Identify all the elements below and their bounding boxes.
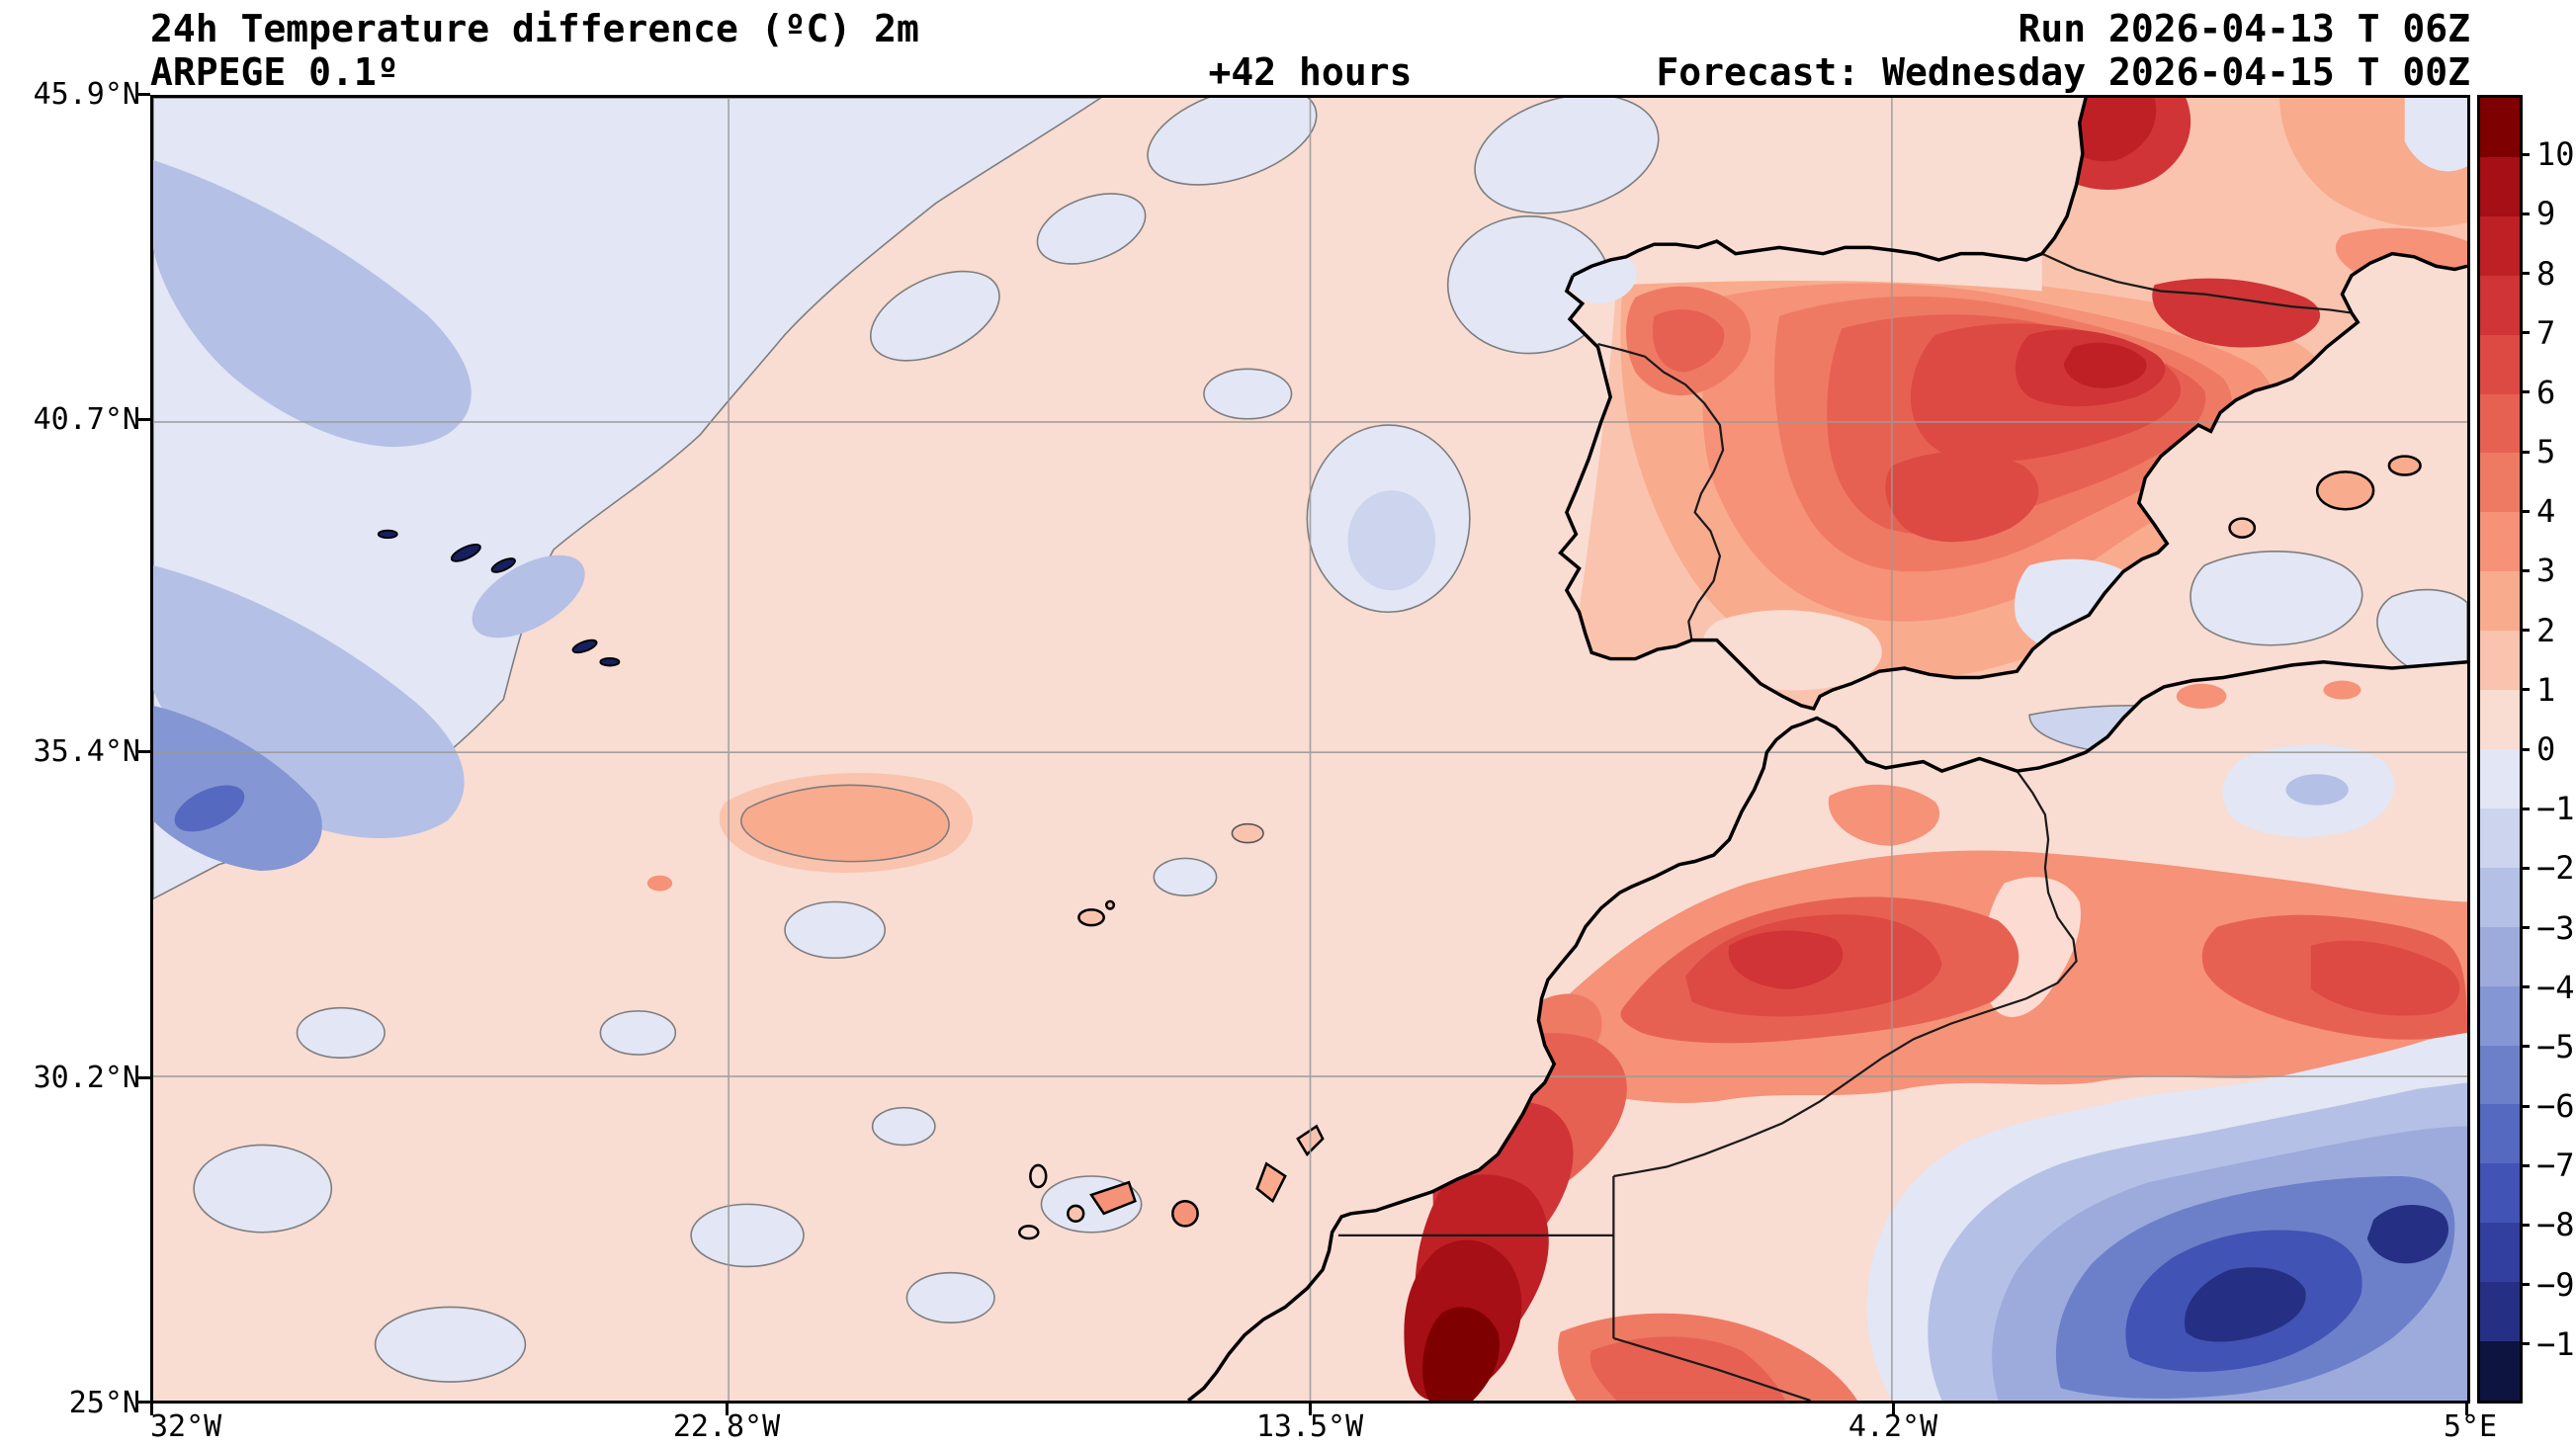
colorbar-tick-label: 1 <box>2536 672 2555 708</box>
weather-figure: 24h Temperature difference (ºC) 2m ARPEG… <box>0 0 2576 1448</box>
colorbar-tick <box>2520 1105 2530 1108</box>
mallorca-island <box>2317 471 2373 509</box>
colorbar-tick <box>2520 1283 2530 1286</box>
colorbar-tick-label: 9 <box>2536 196 2555 231</box>
colorbar-tick <box>2520 1224 2530 1227</box>
y-axis-tick <box>138 750 150 753</box>
colorbar-tick-label: −2 <box>2536 850 2575 886</box>
y-axis-label-35.4N: 35.4°N <box>0 734 140 770</box>
colorbar-tick-label: −8 <box>2536 1207 2575 1242</box>
colorbar-tick-label: −3 <box>2536 910 2575 946</box>
colorbar-cell <box>2480 1282 2520 1341</box>
colorbar-cell <box>2480 986 2520 1046</box>
colorbar-cell <box>2480 1104 2520 1163</box>
colorbar-tick-label: −9 <box>2536 1267 2575 1303</box>
y-axis-label-45.9N: 45.9°N <box>0 77 140 113</box>
colorbar-tick <box>2520 867 2530 870</box>
colorbar-tick-label: 4 <box>2536 493 2555 529</box>
y-axis-label-30.2N: 30.2°N <box>0 1061 140 1096</box>
colorbar-tick-label: 7 <box>2536 315 2555 351</box>
gran-canaria-island <box>1172 1201 1197 1226</box>
colorbar-tick <box>2520 451 2530 454</box>
colorbar-tick <box>2520 748 2530 751</box>
colorbar-tick-label: 10 <box>2536 136 2575 172</box>
y-axis-label-40.7N: 40.7°N <box>0 402 140 438</box>
colorbar-tick <box>2520 808 2530 810</box>
x-axis-label-5E: 5°E <box>2444 1409 2497 1445</box>
colorbar-tick-label: 0 <box>2536 731 2555 767</box>
y-axis-tick <box>138 1401 150 1404</box>
colorbar-cell <box>2480 571 2520 631</box>
colorbar-cell <box>2480 1341 2520 1401</box>
x-axis-tick <box>150 1404 153 1415</box>
colorbar-tick <box>2520 510 2530 513</box>
colorbar-cell <box>2480 631 2520 690</box>
colorbar-cell <box>2480 1163 2520 1223</box>
map-canvas <box>153 98 2467 1401</box>
colorbar-cell <box>2480 394 2520 454</box>
x-axis-tick <box>1892 1404 1895 1415</box>
colorbar-tick <box>2520 331 2530 334</box>
colorbar-tick <box>2520 1342 2530 1345</box>
colorbar-tick-label: −4 <box>2536 970 2575 1005</box>
colorbar-cell <box>2480 453 2520 512</box>
colorbar-tick <box>2520 153 2530 156</box>
x-axis-label-32W: 32°W <box>150 1409 221 1445</box>
colorbar-tick-label: 6 <box>2536 375 2555 410</box>
colorbar-cell <box>2480 335 2520 394</box>
x-axis-tick <box>726 1404 729 1415</box>
colorbar-tick-label: 8 <box>2536 256 2555 292</box>
colorbar-cell <box>2480 276 2520 335</box>
colorbar-cell <box>2480 157 2520 216</box>
madeira-island <box>1078 909 1103 925</box>
colorbar-cell <box>2480 98 2520 157</box>
colorbar-tick <box>2520 688 2530 691</box>
colorbar-tick-label: −7 <box>2536 1148 2575 1183</box>
colorbar-cell <box>2480 927 2520 986</box>
colorbar-tick-label: −1 <box>2536 791 2575 826</box>
colorbar-tick-label: 2 <box>2536 613 2555 648</box>
colorbar-tick-label: −6 <box>2536 1088 2575 1124</box>
colorbar-tick <box>2520 629 2530 632</box>
colorbar-cell <box>2480 512 2520 571</box>
ibiza-island <box>2230 519 2255 538</box>
colorbar-cell <box>2480 868 2520 927</box>
colorbar-tick-label: 5 <box>2536 434 2555 469</box>
y-axis-tick <box>138 1076 150 1079</box>
colorbar-tick-label: −10 <box>2536 1326 2576 1362</box>
colorbar-tick <box>2520 569 2530 572</box>
menorca-island <box>2389 457 2421 475</box>
colorbar-cell <box>2480 1046 2520 1105</box>
forecast-label: Forecast: Wednesday 2026-04-15 T 00Z <box>150 51 2470 93</box>
colorbar-cell <box>2480 1223 2520 1282</box>
colorbar-cell <box>2480 216 2520 276</box>
y-axis-label-25N: 25°N <box>0 1386 140 1421</box>
x-axis-tick <box>1309 1404 1312 1415</box>
colorbar-cell <box>2480 809 2520 868</box>
colorbar-tick <box>2520 390 2530 393</box>
x-axis-tick <box>2465 1404 2468 1415</box>
colorbar <box>2477 95 2523 1404</box>
colorbar-tick <box>2520 985 2530 988</box>
y-axis-tick <box>138 418 150 421</box>
colorbar-tick-label: 3 <box>2536 553 2555 588</box>
colorbar-tick <box>2520 1045 2530 1048</box>
colorbar-tick <box>2520 272 2530 275</box>
map-frame <box>150 95 2470 1404</box>
colorbar-tick <box>2520 213 2530 215</box>
colorbar-tick <box>2520 1164 2530 1167</box>
y-axis-tick <box>138 93 150 96</box>
colorbar-cell <box>2480 690 2520 749</box>
run-label: Run 2026-04-13 T 06Z <box>150 8 2470 49</box>
colorbar-tick <box>2520 926 2530 929</box>
colorbar-tick-label: −5 <box>2536 1029 2575 1065</box>
colorbar-cell <box>2480 749 2520 809</box>
